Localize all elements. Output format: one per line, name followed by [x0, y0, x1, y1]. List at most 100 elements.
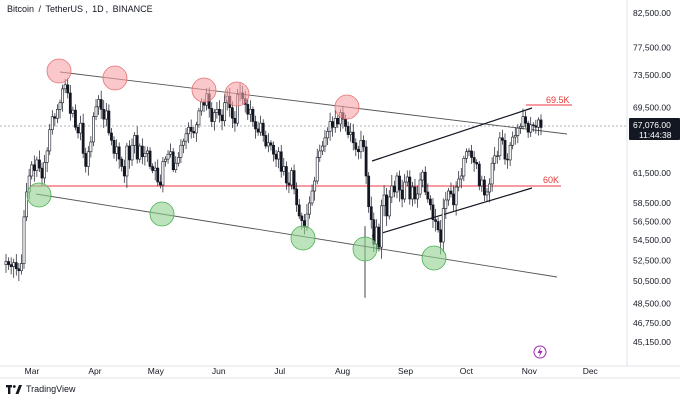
candle-body	[457, 178, 461, 188]
rising-channel-upper-line[interactable]	[371, 107, 533, 162]
candle-body	[158, 181, 162, 186]
candle-body	[115, 146, 119, 154]
candle-body	[274, 153, 278, 160]
time-axis[interactable]: Mar Apr May Jun Jul Aug Sep Oct Nov Dec	[25, 366, 599, 376]
candle-body	[503, 140, 507, 160]
candle-body	[454, 186, 458, 206]
candle-body	[279, 151, 283, 172]
candle-body	[323, 137, 327, 147]
candle-body	[194, 124, 198, 134]
candle-body	[508, 144, 512, 161]
candle-body	[449, 190, 453, 195]
candle-body	[374, 226, 378, 245]
candle-body	[12, 262, 16, 267]
candle-body	[53, 116, 57, 119]
candle-body	[526, 122, 530, 133]
candle-body	[94, 106, 98, 117]
candle-body	[148, 150, 152, 167]
candle-body	[477, 163, 481, 187]
events-lightning-icon[interactable]	[533, 345, 547, 359]
candle-body	[120, 158, 124, 167]
candle-body	[524, 116, 527, 124]
candle-body	[45, 150, 49, 163]
candle-body	[408, 176, 412, 200]
candle-body	[428, 198, 432, 206]
symbol-name: Bitcoin	[7, 4, 35, 14]
candle-body	[125, 145, 129, 177]
exchange: BINANCE	[112, 4, 153, 14]
candle-body	[284, 166, 288, 184]
candle-body	[488, 183, 491, 193]
candle-body	[223, 102, 227, 122]
candle-body	[202, 101, 206, 106]
annotation-60k: 60K	[543, 175, 559, 185]
chart-symbol-header[interactable]: Bitcoin / TetherUS, 1D, BINANCE	[7, 4, 155, 14]
resistance-circles	[46, 58, 360, 120]
candle-body	[410, 186, 414, 200]
candle-body	[58, 102, 62, 110]
candle-body	[164, 158, 167, 162]
candle-body	[359, 140, 363, 153]
resistance-touch-circle	[191, 77, 217, 103]
support-touch-circle	[149, 201, 175, 227]
time-tick-label: Dec	[583, 366, 599, 376]
candle-body	[326, 131, 329, 139]
candle-body	[32, 164, 36, 171]
time-tick-label: Nov	[522, 366, 538, 376]
candle-body	[462, 158, 466, 177]
candle-body	[472, 157, 476, 163]
candle-body	[521, 116, 525, 127]
candle-body	[444, 199, 448, 209]
candle-body	[25, 191, 28, 218]
quote-name: TetherUS	[45, 4, 84, 14]
candle-body	[320, 145, 324, 152]
candle-body	[56, 109, 59, 119]
candle-body	[369, 206, 373, 220]
candle-body	[315, 157, 319, 182]
candle-body	[81, 122, 85, 154]
candle-body	[187, 126, 191, 135]
candle-body	[254, 121, 257, 130]
candle-body	[418, 179, 422, 195]
candle-body	[66, 84, 70, 94]
candle-body	[92, 116, 95, 143]
candle-body	[333, 117, 337, 128]
descending-channel-upper-line[interactable]	[59, 71, 568, 135]
rising-channel-lower-line[interactable]	[371, 187, 533, 237]
candle-body	[176, 157, 180, 164]
price-tick-label: 54,500.00	[633, 235, 671, 245]
time-tick-label: Jun	[212, 366, 226, 376]
candle-body	[470, 150, 473, 158]
candle-body	[529, 124, 533, 133]
candle-body	[390, 185, 394, 198]
candle-body	[392, 185, 396, 193]
candle-body	[71, 109, 75, 114]
candle-body	[480, 179, 484, 187]
price-axis[interactable]: 82,500.00 77,500.00 73,500.00 69,500.00 61,5…	[633, 8, 671, 347]
candle-body	[346, 126, 350, 135]
candle-body	[43, 162, 46, 179]
candle-body	[259, 122, 263, 133]
candle-body	[133, 135, 137, 146]
candle-body	[467, 150, 471, 153]
support-touch-circle	[421, 245, 447, 271]
candle-body	[212, 112, 216, 122]
candle-body	[431, 204, 435, 220]
tradingview-brand[interactable]: TradingView	[6, 384, 76, 394]
candle-body	[387, 196, 391, 217]
time-tick-label: Oct	[460, 366, 474, 376]
last-price-countdown: 11:44:38	[639, 130, 672, 140]
candle-body	[197, 110, 201, 126]
candle-body	[179, 144, 183, 158]
candle-body	[233, 117, 237, 124]
candle-body	[146, 150, 149, 154]
candle-body	[498, 137, 502, 157]
candlestick-series	[4, 77, 543, 298]
candle-body	[367, 175, 371, 208]
candle-body	[362, 140, 365, 148]
candle-body	[328, 121, 332, 132]
candle-body	[76, 126, 80, 134]
candle-body	[107, 110, 111, 134]
candle-body	[218, 109, 221, 116]
